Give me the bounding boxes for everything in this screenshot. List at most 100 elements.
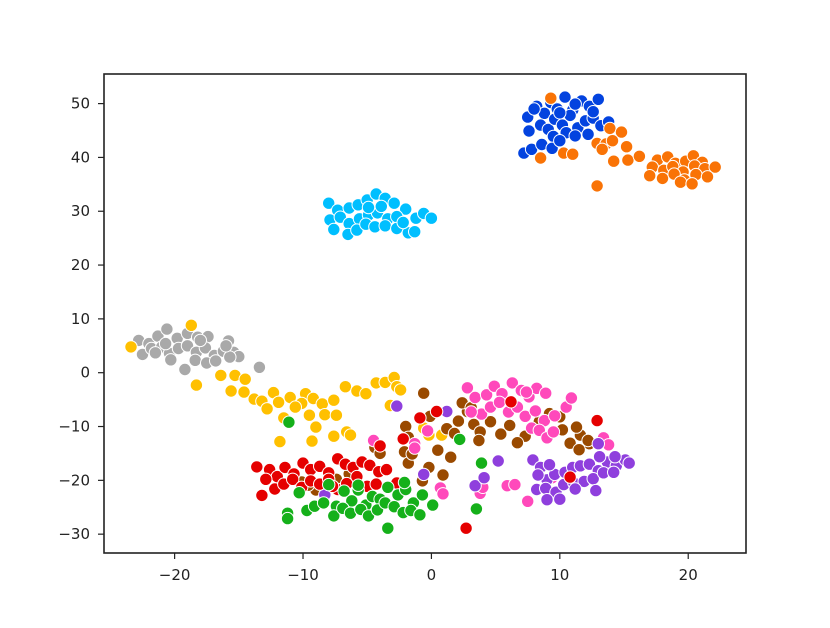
data-point (592, 450, 607, 464)
data-point (474, 456, 489, 470)
data-point (544, 91, 558, 105)
data-point (572, 443, 586, 457)
data-point (451, 414, 466, 428)
data-point (539, 386, 553, 400)
data-point (322, 196, 336, 210)
data-point (374, 199, 388, 214)
data-point (160, 322, 174, 336)
data-point (379, 462, 394, 477)
data-point (540, 493, 554, 507)
x-tick-label: −10 (287, 566, 319, 584)
data-point (533, 151, 548, 165)
data-point (327, 393, 341, 407)
data-point (685, 177, 699, 191)
data-point (193, 333, 208, 348)
y-tick-label: 20 (71, 256, 90, 274)
y-axis: −30 −20 −10 0 10 20 30 40 50 (58, 95, 104, 543)
data-point (378, 219, 392, 233)
data-point (655, 171, 670, 186)
data-point (148, 346, 163, 360)
data-point (632, 149, 647, 164)
data-point (568, 482, 582, 496)
data-point (607, 154, 621, 168)
data-point (491, 454, 505, 468)
data-point (309, 420, 323, 434)
data-point (280, 511, 295, 526)
data-point (546, 425, 561, 439)
data-point (436, 468, 450, 482)
data-point (316, 496, 331, 510)
data-point (124, 340, 138, 354)
data-point (315, 397, 329, 411)
data-point (327, 509, 341, 523)
data-point (381, 521, 395, 535)
data-point (286, 472, 300, 486)
data-point (363, 458, 377, 472)
data-point (483, 415, 498, 429)
data-point (361, 200, 376, 215)
data-point (318, 408, 332, 422)
data-point (605, 134, 620, 148)
data-point (250, 460, 264, 474)
data-point (223, 350, 237, 364)
data-point (288, 400, 302, 414)
data-point (568, 97, 582, 111)
data-point (396, 215, 410, 230)
data-point (408, 225, 422, 239)
data-point (219, 339, 233, 353)
data-point (607, 465, 621, 479)
data-point (338, 380, 353, 394)
data-point (522, 124, 536, 138)
data-point (469, 502, 484, 516)
data-point (337, 484, 351, 498)
data-point (503, 418, 517, 433)
data-point (214, 368, 228, 383)
data-point (619, 140, 634, 154)
data-point (260, 402, 274, 416)
data-point (569, 420, 584, 434)
data-point (381, 480, 395, 494)
data-point (459, 521, 473, 535)
data-point (590, 179, 604, 193)
data-point (531, 468, 545, 482)
data-point (359, 387, 373, 401)
data-point (417, 386, 431, 400)
data-point (460, 381, 475, 395)
data-point (494, 427, 508, 441)
data-point (413, 411, 427, 425)
data-point (591, 92, 605, 107)
data-point (505, 376, 519, 390)
data-point (271, 395, 286, 409)
data-point (184, 318, 199, 332)
data-point (393, 383, 408, 397)
data-point (424, 211, 439, 225)
data-point (586, 105, 600, 119)
data-point (643, 169, 657, 183)
x-tick-label: 20 (679, 566, 698, 584)
data-point (468, 479, 482, 493)
data-point (178, 362, 192, 377)
data-point (582, 457, 597, 471)
data-point (591, 437, 605, 451)
data-point (510, 436, 525, 450)
data-point (566, 147, 580, 161)
data-point (313, 459, 327, 473)
data-point (415, 488, 430, 502)
data-point (343, 428, 358, 442)
data-point (568, 129, 582, 143)
data-point (622, 456, 636, 470)
data-point (158, 336, 173, 351)
data-point (302, 408, 317, 422)
data-point (305, 434, 319, 448)
y-tick-label: 50 (71, 95, 90, 113)
y-tick-label: −10 (58, 418, 90, 436)
data-point (188, 353, 202, 367)
data-point (553, 134, 567, 148)
x-tick-label: −20 (159, 566, 191, 584)
data-point (527, 102, 541, 116)
data-point (322, 477, 336, 492)
y-tick-label: 10 (71, 310, 90, 328)
data-point (429, 404, 444, 419)
